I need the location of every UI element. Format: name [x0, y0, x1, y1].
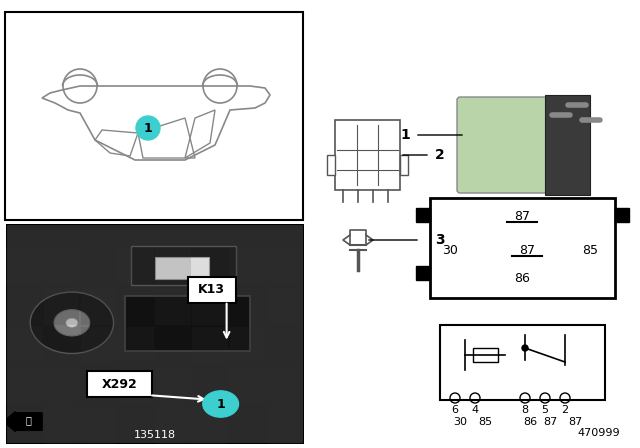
Bar [44, 248, 79, 285]
Bar [416, 266, 430, 280]
Text: 6: 6 [451, 405, 458, 415]
Bar [125, 297, 250, 351]
Text: 87: 87 [568, 417, 582, 427]
Bar [44, 366, 79, 404]
FancyArrow shape [3, 412, 42, 431]
Bar [267, 248, 303, 285]
Bar [267, 406, 303, 444]
FancyBboxPatch shape [188, 277, 236, 303]
Text: 135118: 135118 [134, 430, 176, 440]
Circle shape [66, 319, 78, 327]
Circle shape [203, 391, 239, 417]
Circle shape [30, 292, 113, 353]
Text: 87: 87 [514, 210, 530, 223]
Bar [193, 406, 228, 444]
Bar [81, 288, 116, 325]
Bar [156, 288, 191, 325]
FancyBboxPatch shape [87, 371, 152, 397]
Circle shape [522, 345, 528, 351]
Circle shape [54, 310, 90, 336]
Bar [6, 327, 42, 365]
Bar [473, 348, 498, 362]
Bar [335, 120, 400, 190]
Bar [44, 406, 79, 444]
Bar [230, 327, 266, 365]
Text: 1: 1 [216, 397, 225, 410]
Text: 3: 3 [435, 233, 445, 247]
Bar [545, 95, 590, 195]
Bar [440, 325, 605, 400]
Bar [416, 208, 430, 222]
Bar [267, 288, 303, 325]
Text: 30: 30 [442, 244, 458, 257]
Bar [156, 406, 191, 444]
Bar [156, 366, 191, 404]
Text: 30: 30 [453, 417, 467, 427]
Bar [118, 248, 154, 285]
Text: 4: 4 [472, 405, 479, 415]
Bar [81, 327, 116, 365]
Text: X292: X292 [102, 378, 138, 391]
Bar [156, 248, 191, 285]
Text: 85: 85 [582, 244, 598, 257]
Bar [267, 366, 303, 404]
Text: 2: 2 [561, 405, 568, 415]
Text: 2: 2 [435, 148, 445, 162]
Text: 8: 8 [522, 405, 529, 415]
Text: ⬜: ⬜ [26, 415, 31, 426]
Text: 85: 85 [478, 417, 492, 427]
Text: 87: 87 [543, 417, 557, 427]
Bar [118, 366, 154, 404]
Bar [430, 198, 615, 298]
Bar [400, 155, 408, 175]
Bar [615, 208, 629, 222]
Bar [193, 327, 228, 365]
Bar [5, 12, 303, 220]
Text: 470999: 470999 [577, 428, 620, 438]
Bar [44, 288, 79, 325]
Bar [156, 257, 209, 279]
Bar [6, 248, 42, 285]
Text: 1: 1 [143, 121, 152, 134]
Bar [327, 155, 335, 175]
Text: K13: K13 [198, 283, 225, 297]
Bar [118, 327, 154, 365]
Bar [81, 406, 116, 444]
FancyBboxPatch shape [457, 97, 573, 193]
Bar [193, 288, 228, 325]
Circle shape [136, 116, 160, 140]
Text: 86: 86 [514, 271, 530, 284]
Text: 5: 5 [541, 405, 548, 415]
Text: 1: 1 [400, 128, 410, 142]
Bar [6, 366, 42, 404]
Text: 87: 87 [519, 244, 535, 257]
Bar [230, 366, 266, 404]
Bar [230, 248, 266, 285]
Bar [131, 246, 236, 285]
Text: 86: 86 [523, 417, 537, 427]
